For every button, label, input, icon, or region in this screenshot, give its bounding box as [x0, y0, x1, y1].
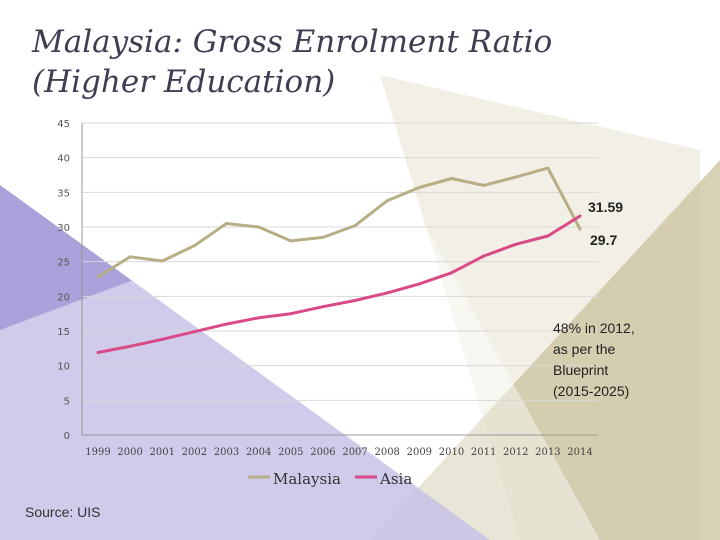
x-tick-label: 2013: [535, 447, 560, 458]
data-point-malaysia: [289, 239, 293, 243]
data-point-asia: [417, 282, 421, 286]
data-point-asia: [514, 242, 518, 246]
data-point-asia: [578, 214, 582, 218]
page-title: Malaysia: Gross Enrolment Ratio (Higher …: [32, 24, 553, 100]
data-point-malaysia: [128, 255, 132, 259]
data-point-asia: [546, 234, 550, 238]
bg-lavender-overlay: [0, 180, 600, 540]
data-point-malaysia: [321, 235, 325, 239]
y-tick-label: 45: [57, 119, 70, 130]
data-point-asia: [385, 291, 389, 295]
x-tick-label: 2005: [278, 447, 303, 458]
x-tick-label: 2004: [246, 447, 271, 458]
data-point-asia: [96, 350, 100, 354]
x-tick-label: 2009: [407, 447, 432, 458]
x-tick-label: 2001: [150, 447, 175, 458]
data-point-malaysia: [417, 185, 421, 189]
y-tick-label: 25: [57, 258, 70, 269]
data-point-malaysia: [578, 227, 582, 231]
y-tick-label: 15: [57, 327, 70, 338]
x-tick-label: 1999: [85, 447, 110, 458]
note-line-1: 48% in 2012,: [553, 320, 635, 336]
bg-tan-triangle: [370, 160, 720, 540]
note-line-4: (2015-2025): [553, 383, 629, 399]
x-tick-label: 2008: [374, 447, 399, 458]
data-point-malaysia: [96, 275, 100, 279]
note-line-3: Blueprint: [553, 362, 608, 378]
y-axis-ticks: 0 5 10 15 20 25 30 35 40 45: [57, 119, 70, 442]
data-point-asia: [257, 316, 261, 320]
data-point-asia: [160, 337, 164, 341]
data-point-malaysia: [482, 183, 486, 187]
x-tick-label: 2012: [503, 447, 528, 458]
legend: Malaysia Asia: [248, 470, 412, 488]
legend-label-malaysia: Malaysia: [273, 470, 341, 488]
data-point-asia: [192, 330, 196, 334]
data-point-asia: [225, 322, 229, 326]
data-point-malaysia: [160, 259, 164, 263]
x-tick-label: 2003: [214, 447, 239, 458]
data-point-asia: [321, 305, 325, 309]
x-tick-label: 2002: [182, 447, 207, 458]
grid: [81, 122, 598, 436]
x-tick-label: 2011: [471, 447, 496, 458]
y-tick-label: 10: [57, 362, 70, 373]
data-point-asia: [482, 254, 486, 258]
source-note: Source: UIS: [25, 504, 101, 520]
data-point-asia: [449, 271, 453, 275]
blueprint-note: 48% in 2012, as per the Blueprint (2015-…: [553, 320, 635, 399]
data-point-malaysia: [546, 166, 550, 170]
y-tick-label: 40: [57, 154, 70, 165]
data-point-malaysia: [514, 175, 518, 179]
x-tick-label: 2014: [567, 447, 592, 458]
x-tick-label: 2010: [439, 447, 464, 458]
y-tick-label: 35: [57, 188, 70, 199]
y-tick-label: 30: [57, 223, 70, 234]
data-point-malaysia: [385, 199, 389, 203]
x-tick-label: 2000: [117, 447, 142, 458]
series-lines: [96, 166, 582, 354]
x-tick-label: 2006: [310, 447, 335, 458]
series-line-malaysia: [97, 166, 582, 279]
asia-end-label: 31.59: [588, 199, 623, 215]
y-tick-label: 0: [64, 431, 70, 442]
series-line-asia: [97, 214, 581, 354]
malaysia-end-label: 29.7: [590, 232, 617, 248]
y-tick-label: 5: [64, 396, 70, 407]
data-point-malaysia: [225, 222, 229, 226]
data-point-asia: [289, 312, 293, 316]
legend-label-asia: Asia: [379, 470, 412, 488]
data-point-malaysia: [257, 225, 261, 229]
data-point-asia: [353, 298, 357, 302]
data-point-malaysia: [353, 224, 357, 228]
data-point-asia: [128, 344, 132, 348]
note-line-2: as per the: [553, 341, 615, 357]
bg-purple-triangle: [0, 185, 490, 540]
y-tick-label: 20: [57, 292, 70, 303]
data-point-malaysia: [449, 176, 453, 180]
x-tick-label: 2007: [342, 447, 367, 458]
x-axis-ticks: 1999 2000 2001 2002 2003 2004 2005 2006 2007 2008…: [85, 447, 592, 458]
data-point-malaysia: [192, 244, 196, 248]
